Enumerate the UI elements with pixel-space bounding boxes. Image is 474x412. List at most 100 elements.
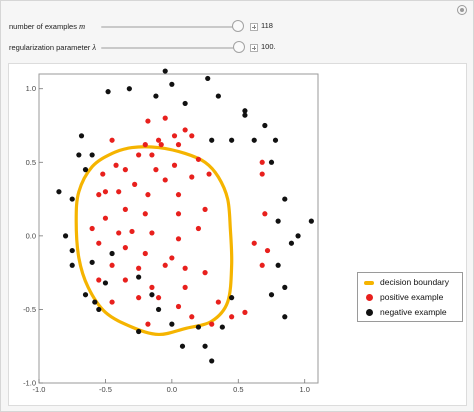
positive-point <box>122 277 128 283</box>
lambda-expand-icon[interactable] <box>250 44 258 52</box>
negative-point <box>169 321 175 327</box>
positive-point <box>132 181 138 187</box>
gear-icon[interactable] <box>457 5 467 15</box>
negative-point <box>229 295 235 301</box>
positive-point <box>96 277 102 283</box>
x-tick-label: 0.0 <box>167 385 177 394</box>
negative-point <box>89 152 95 158</box>
positive-point <box>102 189 109 195</box>
lambda-control: regularization parameter λ 100. <box>1 40 474 56</box>
positive-point <box>142 250 148 257</box>
negative-point <box>69 247 75 254</box>
positive-point <box>259 159 265 165</box>
legend-positive-label: positive example <box>380 292 444 302</box>
lambda-label: regularization parameter λ <box>9 42 97 52</box>
positive-point <box>96 240 102 246</box>
positive-point <box>202 206 208 212</box>
positive-point <box>209 321 215 327</box>
negative-point <box>96 306 102 313</box>
positive-point <box>145 118 151 124</box>
plot-panel: -1.0 -0.5 0.0 0.5 1.0 -1.0 -0.5 0.0 0.5 1.0 decis… <box>8 63 467 406</box>
negative-point <box>262 122 268 129</box>
scatter-plot: -1.0 -0.5 0.0 0.5 1.0 -1.0 -0.5 0.0 0.5 1.0 <box>23 68 319 394</box>
negative-point <box>229 137 235 143</box>
positive-point <box>182 284 188 290</box>
examples-value: 118 <box>261 21 273 30</box>
x-tick-label: 0.5 <box>233 385 243 394</box>
positive-point <box>122 206 128 212</box>
positive-point <box>145 192 151 198</box>
positive-point <box>171 162 178 168</box>
positive-point <box>175 192 182 198</box>
positive-point <box>129 228 135 235</box>
positive-point <box>109 299 115 305</box>
positive-point <box>116 230 122 236</box>
negative-point <box>275 218 281 224</box>
positive-point <box>109 137 115 143</box>
examples-expand-icon[interactable] <box>250 23 258 31</box>
positive-point <box>116 189 122 195</box>
positive-point <box>136 295 142 301</box>
positive-point <box>242 309 248 315</box>
positive-point <box>182 265 188 271</box>
legend-negative-swatch <box>366 309 373 316</box>
negative-point <box>295 233 301 239</box>
negative-point <box>282 196 288 202</box>
positive-point <box>102 215 109 221</box>
positive-point <box>109 262 115 268</box>
positive-point <box>215 299 221 305</box>
negative-point <box>202 343 208 349</box>
positive-point <box>122 167 128 173</box>
negative-point <box>102 280 109 286</box>
y-tick-label: 0.5 <box>26 158 36 167</box>
positive-point <box>142 211 148 217</box>
positive-point <box>189 174 195 180</box>
positive-point <box>259 171 265 177</box>
negative-point <box>169 81 175 87</box>
positive-point <box>136 152 142 158</box>
negative-point <box>272 137 279 143</box>
lambda-slider-track[interactable] <box>101 47 241 49</box>
negative-point <box>69 262 75 268</box>
positive-point <box>169 255 175 261</box>
examples-slider-thumb[interactable] <box>232 20 245 32</box>
decision-boundary-curve <box>74 145 234 337</box>
negative-point <box>268 159 275 165</box>
positive-point <box>262 211 268 217</box>
y-tick-label: -1.0 <box>23 379 36 388</box>
negative-point <box>162 68 168 74</box>
positive-point <box>149 284 155 290</box>
positive-point <box>251 240 257 246</box>
y-tick-label: 0.0 <box>26 231 36 240</box>
legend-boundary-swatch <box>364 281 374 285</box>
positive-point <box>189 133 195 139</box>
legend-boundary-label: decision boundary <box>380 277 449 287</box>
positive-point <box>155 137 162 143</box>
positive-point <box>113 162 119 168</box>
legend: decision boundary positive example negat… <box>357 272 463 322</box>
positive-point <box>175 211 182 217</box>
negative-point <box>78 133 85 139</box>
positive-point <box>259 262 265 268</box>
positive-point <box>149 152 155 158</box>
negative-point <box>69 196 75 202</box>
plot-frame <box>38 73 319 384</box>
positive-point <box>175 142 182 148</box>
x-tick-label: 1.0 <box>299 385 309 394</box>
negative-point <box>242 112 248 118</box>
negative-point <box>149 292 155 298</box>
negative-point <box>251 137 257 143</box>
positive-point <box>89 225 95 232</box>
positive-point <box>142 142 148 148</box>
positive-point <box>162 177 168 183</box>
positive-point <box>202 270 208 276</box>
lambda-slider-thumb[interactable] <box>232 41 245 53</box>
positive-point <box>136 265 142 271</box>
examples-label: number of examples m <box>9 21 86 31</box>
positive-point <box>122 245 128 251</box>
examples-slider-track[interactable] <box>101 26 241 28</box>
negative-point <box>82 292 89 298</box>
negative-point <box>282 284 288 290</box>
negative-point <box>182 100 188 107</box>
x-tick-label: -0.5 <box>99 385 112 394</box>
